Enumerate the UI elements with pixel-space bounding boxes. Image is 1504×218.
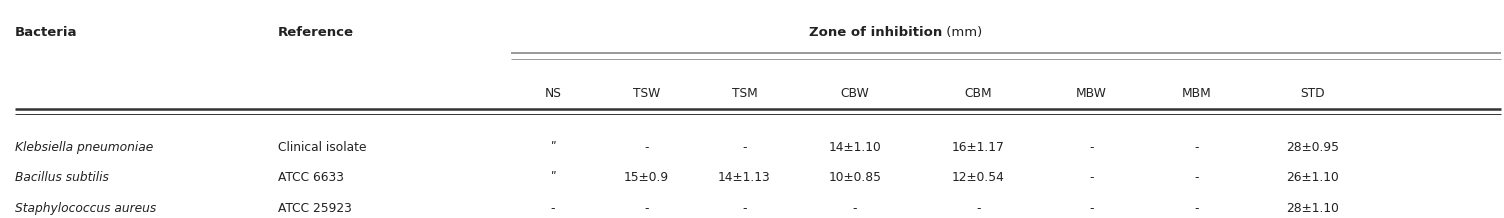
Text: NS: NS: [544, 87, 561, 100]
Text: 26±1.10: 26±1.10: [1286, 171, 1340, 184]
Text: Staphylococcus aureus: Staphylococcus aureus: [15, 202, 156, 215]
Text: -: -: [1194, 202, 1199, 215]
Text: ʺ: ʺ: [550, 141, 555, 154]
Text: -: -: [1089, 141, 1093, 154]
Text: 28±1.10: 28±1.10: [1286, 202, 1340, 215]
Text: ATCC 6633: ATCC 6633: [278, 171, 344, 184]
Text: CBW: CBW: [841, 87, 869, 100]
Text: 14±1.10: 14±1.10: [829, 141, 881, 154]
Text: 14±1.13: 14±1.13: [717, 171, 772, 184]
Text: -: -: [1089, 202, 1093, 215]
Text: -: -: [743, 202, 746, 215]
Text: STD: STD: [1301, 87, 1325, 100]
Text: -: -: [645, 202, 648, 215]
Text: 15±0.9: 15±0.9: [624, 171, 669, 184]
Text: Zone of inhibition: Zone of inhibition: [809, 26, 942, 39]
Text: -: -: [853, 202, 857, 215]
Text: Klebsiella pneumoniae: Klebsiella pneumoniae: [15, 141, 153, 154]
Text: 28±0.95: 28±0.95: [1286, 141, 1340, 154]
Text: -: -: [550, 202, 555, 215]
Text: CBM: CBM: [964, 87, 993, 100]
Text: Reference: Reference: [278, 26, 355, 39]
Text: ATCC 25923: ATCC 25923: [278, 202, 352, 215]
Text: ʺ: ʺ: [550, 171, 555, 184]
Text: -: -: [1089, 171, 1093, 184]
Text: -: -: [645, 141, 648, 154]
Text: MBW: MBW: [1075, 87, 1107, 100]
Text: -: -: [743, 141, 746, 154]
Text: MBM: MBM: [1182, 87, 1211, 100]
Text: Bacteria: Bacteria: [15, 26, 78, 39]
Text: Clinical isolate: Clinical isolate: [278, 141, 367, 154]
Text: -: -: [976, 202, 981, 215]
Text: -: -: [1194, 171, 1199, 184]
Text: 16±1.17: 16±1.17: [952, 141, 1005, 154]
Text: Bacillus subtilis: Bacillus subtilis: [15, 171, 108, 184]
Text: 12±0.54: 12±0.54: [952, 171, 1005, 184]
Text: (mm): (mm): [942, 26, 982, 39]
Text: 10±0.85: 10±0.85: [829, 171, 881, 184]
Text: TSW: TSW: [633, 87, 660, 100]
Text: TSM: TSM: [731, 87, 758, 100]
Text: -: -: [1194, 141, 1199, 154]
